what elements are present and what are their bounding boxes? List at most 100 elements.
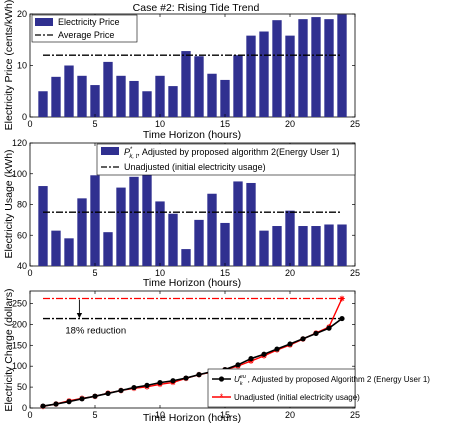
legend-swatch-price [35,18,53,26]
legend: Ueu k, Adjusted by proposed Algorithm 2 (… [207,368,430,408]
adjusted-point [274,346,280,352]
adjusted-point [144,382,150,388]
y-tick-label: 200 [12,319,27,329]
x-axis-label: Time Horizon (hours) [143,412,241,424]
adjusted-point [196,372,202,378]
bar [207,73,217,117]
bar [233,55,243,117]
adjusted-point [183,375,189,381]
x-tick-label: 0 [27,268,32,278]
bar [181,51,191,117]
x-tick-label: 0 [27,410,32,420]
bar [38,186,48,266]
adjusted-point [79,396,85,402]
x-tick-label: 25 [350,119,360,129]
adjusted-point [92,393,98,399]
adjusted-point [300,336,306,342]
price-chart: Case #2: Rising Tide Trend 0 5 10 15 20 25 0 1… [3,0,360,141]
y-tick-label: 50 [17,382,27,392]
adjusted-point [313,330,319,337]
legend-label-adjusted: Ueu k, Adjusted by proposed Algorithm 2 (… [234,374,430,387]
legend-label-price: Electricity Price [58,17,120,27]
y-tick-label: 100 [12,169,27,179]
adjusted-point [131,384,137,391]
adjusted-point [66,399,72,405]
legend-marker-unadjusted: * [220,392,224,402]
bar [155,201,165,266]
charge-chart: 18% reduction 0 5 10 15 20 25 0 50 100 150 200 250… [3,288,430,424]
adjusted-point [326,325,332,331]
bar [194,219,204,266]
bar [103,232,113,266]
adjusted-point [105,390,111,397]
bar [311,226,321,266]
x-tick-label: 15 [220,268,230,278]
x-tick-label: 10 [155,119,165,129]
bar [129,80,139,117]
unadjusted-point [339,295,345,302]
bar [90,175,100,266]
bar [298,19,308,117]
bar [129,176,139,266]
bar [116,187,126,266]
x-tick-label: 25 [350,410,360,420]
bar [90,85,100,117]
legend: P* k, t, Adjusted by proposed algorithm 2… [96,143,356,176]
legend-label-unadjusted: Unadjusted (initial electricity usage) [234,393,360,402]
bar [77,75,87,117]
bar [38,91,48,117]
legend-label-adjusted: P* k, t, Adjusted by proposed algorithm 2… [124,147,339,160]
plot-frame [29,290,356,409]
y-tick-label: 150 [12,340,27,350]
legend-label-unadjusted: Unadjusted (initial electricity usage) [124,162,266,172]
x-tick-label: 15 [220,410,230,420]
y-tick-label: 40 [17,261,27,271]
bar [311,17,321,118]
bar [272,20,282,117]
bar [155,75,165,117]
y-tick-label: 0 [22,112,27,122]
bar [194,56,204,117]
x-tick-label: 15 [220,119,230,129]
bar [272,226,282,266]
bar [285,210,295,266]
x-tick-label: 10 [155,410,165,420]
y-tick-label: 20 [17,9,27,19]
y-axis-label: Electricity Charge (dollars) [3,288,15,411]
bar [168,213,178,266]
y-tick-label: 0 [22,403,27,413]
bar [233,181,243,266]
legend: Electricity Price Average Price [31,14,138,43]
x-tick-label: 5 [92,119,97,129]
y-tick-label: 100 [12,361,27,371]
adjusted-point [170,378,176,384]
legend-label-average: Average Price [58,30,114,40]
x-tick-label: 20 [285,410,295,420]
bar [220,79,230,117]
x-tick-label: 10 [155,268,165,278]
y-tick-label: 120 [12,138,27,148]
bar [337,224,347,266]
bar [64,238,74,266]
bar [103,61,113,117]
bar [298,226,308,266]
adjusted-point [248,356,254,362]
x-tick-label: 5 [92,268,97,278]
bar [142,167,152,266]
legend-swatch-adjusted [101,147,119,155]
bar [64,65,74,117]
legend-box [96,143,356,176]
bar [220,222,230,266]
chart-title: Case #2: Rising Tide Trend [133,2,260,14]
y-axis-label: Electricity Usage (kWh) [3,149,15,258]
adjusted-point [261,351,267,357]
bar [324,224,334,266]
adjusted-point [40,403,46,409]
x-tick-label: 25 [350,268,360,278]
y-tick-label: 60 [17,230,27,240]
bar [77,198,87,266]
bar [181,249,191,266]
bar [116,75,126,117]
usage-chart: 0 5 10 15 20 25 40 60 80 100 120 Time Horizon (ho… [3,138,360,289]
